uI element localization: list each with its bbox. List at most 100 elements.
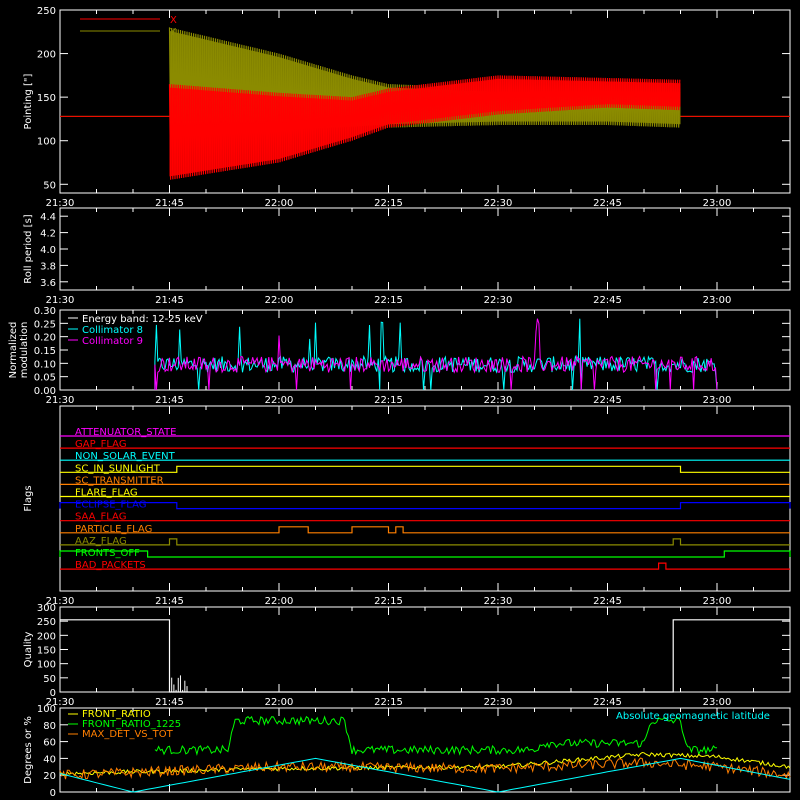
flag-line-fronts_off (59, 550, 791, 558)
time-tick-label: 21:30 (46, 198, 75, 209)
quality-panel: 21:30 21:45 22:00 22:15 22:30 22:45 23:00 0 50 10… (23, 603, 791, 708)
modulation-series-collimator-8 (154, 318, 718, 391)
modulation-ytick-label: 0.25 (34, 319, 56, 330)
flag-line-particle_flag (60, 526, 790, 534)
modulation-ytick-label: 0.05 (34, 373, 56, 384)
time-tick-label: 22:00 (265, 295, 294, 306)
pointing-ylabel: Pointing ["] (23, 73, 34, 129)
flag-label: FLARE_FLAG (75, 488, 138, 499)
quality-ylabel: Quality (23, 632, 34, 668)
time-tick-label: 23:00 (703, 198, 732, 209)
pointing-ytick-label: 50 (43, 180, 56, 191)
time-tick-label: 22:45 (593, 596, 622, 607)
ratio-series-front_ratio (59, 751, 791, 777)
legend-label-collimator: Collimator 8 (82, 325, 143, 336)
flag-line-aaz_flag (60, 538, 790, 546)
flag-line-eclipse_flag (59, 502, 791, 510)
time-tick-label: 22:30 (484, 697, 513, 708)
modulation-ytick-label: 0.20 (34, 333, 56, 344)
time-tick-label: 21:30 (46, 697, 75, 708)
modulation-ytick-label: 0.00 (34, 386, 56, 397)
legend-label-max_det_vs_tot: MAX_DET_VS_TOT (82, 729, 174, 740)
time-tick-label: 21:30 (46, 395, 75, 406)
time-tick-label: 22:15 (374, 596, 403, 607)
quality-ytick-label: 300 (37, 603, 56, 614)
legend-label-collimator: Collimator 9 (82, 336, 143, 347)
roll-ytick-label: 4.2 (40, 229, 56, 240)
time-tick-label: 22:15 (374, 697, 403, 708)
flags-ylabel: Flags (23, 485, 34, 511)
time-tick-label: 22:30 (484, 295, 513, 306)
time-tick-label: 23:00 (703, 395, 732, 406)
time-tick-label: 21:30 (46, 295, 75, 306)
time-tick-label: 22:45 (593, 198, 622, 209)
pointing-ytick-label: 150 (37, 93, 56, 104)
flag-label: SC_IN_SUNLIGHT (75, 463, 161, 474)
modulation-ytick-label: 0.10 (34, 359, 56, 370)
time-tick-label: 22:15 (374, 198, 403, 209)
roll-ylabel: Roll period [s] (23, 214, 34, 283)
time-tick-label: 22:45 (593, 295, 622, 306)
ratios-ytick-label: 60 (43, 738, 56, 749)
time-tick-label: 22:15 (374, 395, 403, 406)
time-tick-label: 22:00 (265, 596, 294, 607)
ratios-ylabel: Degrees or % (23, 716, 34, 784)
flag-label: SC_TRANSMITTER (75, 475, 164, 486)
time-tick-label: 22:45 (593, 395, 622, 406)
quality-series (60, 619, 790, 693)
time-tick-label: 23:00 (703, 295, 732, 306)
legend-label-front_ratio: FRONT_RATIO (82, 709, 151, 720)
legend-label-Y: Y (169, 27, 177, 38)
ratios-ytick-label: 40 (43, 754, 56, 765)
time-tick-label: 22:00 (265, 198, 294, 209)
roll-panel: 21:30 21:45 22:00 22:15 22:30 22:45 23:00 3.6 3.… (23, 207, 791, 306)
time-tick-label: 21:30 (46, 596, 75, 607)
pointing-ytick-label: 250 (37, 6, 56, 17)
ratios-ytick-label: 100 (37, 704, 56, 715)
pointing-ytick-label: 200 (37, 50, 56, 61)
roll-frame (59, 207, 791, 291)
ratio-series-absolute-geomagnetic-latitude (59, 757, 791, 793)
time-tick-label: 21:45 (155, 198, 184, 209)
time-tick-label: 23:00 (703, 697, 732, 708)
flag-label: GAP_FLAG (75, 439, 127, 450)
modulation-panel: 21:30 21:45 22:00 22:15 22:30 22:45 23:00 0.00 0… (8, 306, 791, 406)
time-tick-label: 22:15 (374, 295, 403, 306)
pointing-ytick-label: 100 (37, 137, 56, 148)
flag-label: SAA_FLAG (75, 512, 126, 523)
ratio-series-front_ratio_1225 (154, 715, 718, 756)
time-tick-label: 22:00 (265, 697, 294, 708)
flags-panel: 21:30 21:45 22:00 22:15 22:30 22:45 23:00 Flags… (23, 405, 791, 607)
time-tick-label: 21:45 (155, 295, 184, 306)
time-tick-label: 22:30 (484, 596, 513, 607)
flag-line-sc_in_sunlight (60, 465, 790, 473)
modulation-ylabel: Normalized (8, 322, 19, 379)
flag-label: ECLIPSE_FLAG (75, 500, 146, 511)
ratios-ytick-label: 80 (43, 721, 56, 732)
time-tick-label: 21:45 (155, 596, 184, 607)
roll-ytick-label: 4.4 (40, 212, 56, 223)
quality-ytick-label: 0 (50, 688, 56, 699)
time-tick-label: 22:30 (484, 395, 513, 406)
flag-line-bad_packets (60, 562, 790, 570)
modulation-ytick-label: 0.30 (34, 306, 56, 317)
quality-ytick-label: 100 (37, 660, 56, 671)
flag-label: NON_SOLAR_EVENT (75, 451, 176, 462)
time-tick-label: 22:45 (593, 697, 622, 708)
roll-ytick-label: 3.8 (40, 261, 56, 272)
modulation-ytick-label: 0.15 (34, 346, 56, 357)
pointing-envelope-X (169, 78, 681, 177)
flag-label: FRONTS_OFF (75, 548, 140, 559)
quality-ytick-label: 200 (37, 631, 56, 642)
quality-ytick-label: 150 (37, 646, 56, 657)
flag-label: AAZ_FLAG (75, 536, 127, 547)
roll-ytick-label: 4.0 (40, 245, 56, 256)
time-tick-label: 22:30 (484, 198, 513, 209)
roll-ytick-label: 3.6 (40, 278, 56, 289)
quality-ytick-label: 50 (43, 674, 56, 685)
legend-label-X: X (170, 15, 177, 26)
ratios-ytick-label: 20 (43, 771, 56, 782)
pointing-panel: 21:30 21:45 22:00 22:15 22:30 22:45 23:00 50 100… (23, 6, 791, 209)
